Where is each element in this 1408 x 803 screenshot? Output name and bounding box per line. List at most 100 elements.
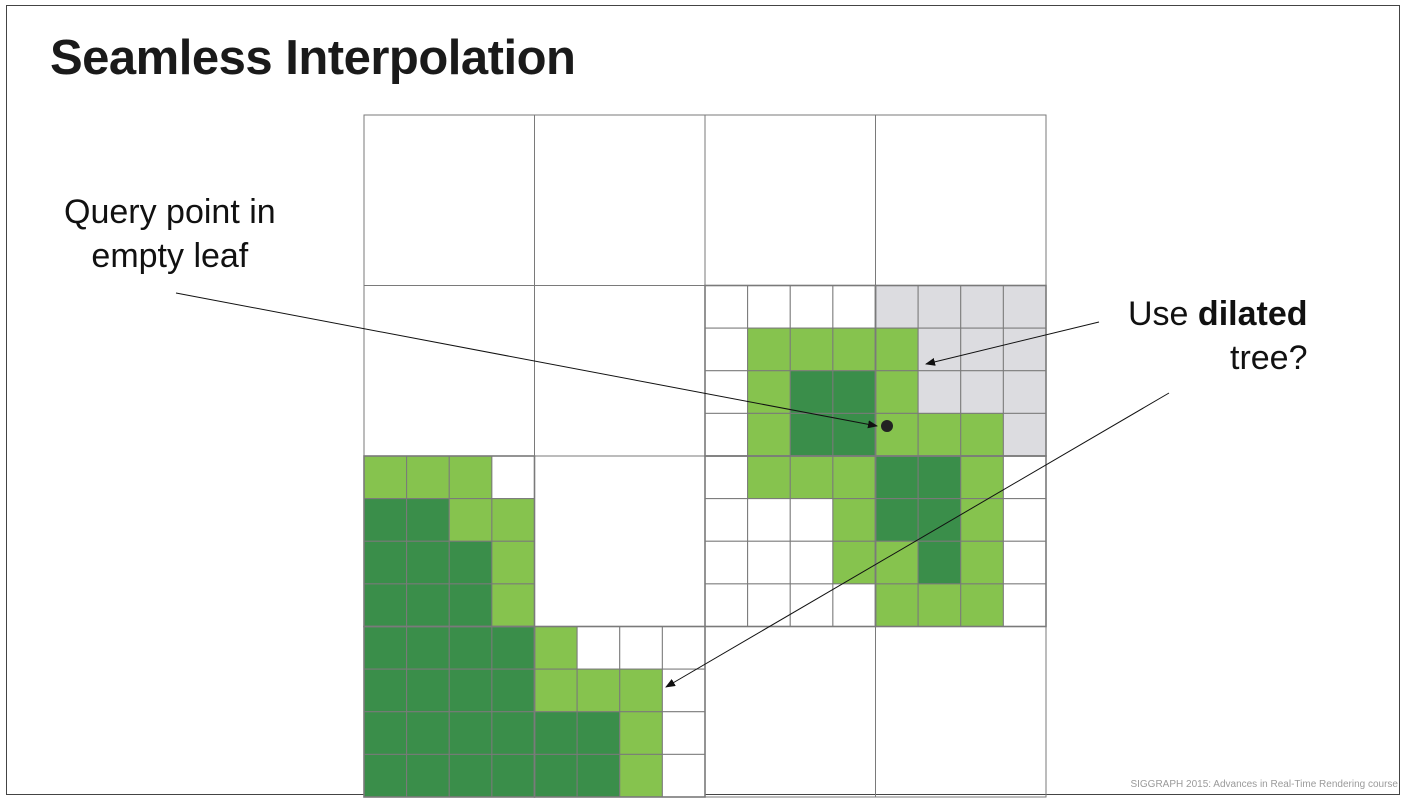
gray-dilated-leaf (1002, 285, 1047, 329)
dilated-annotation-line-1: Use dilated (1128, 292, 1308, 336)
empty-leaf (704, 412, 749, 457)
gray-dilated-leaf (1002, 370, 1047, 414)
dark-green-leaf (363, 753, 408, 798)
dark-green-leaf (917, 540, 962, 585)
dark-green-leaf (448, 540, 493, 585)
light-green-leaf (534, 626, 578, 670)
dark-green-leaf (406, 498, 450, 542)
dark-green-leaf (534, 753, 578, 798)
empty-leaf (789, 583, 834, 627)
dark-green-leaf (363, 583, 408, 627)
empty-leaf (661, 668, 706, 713)
light-green-leaf (448, 455, 493, 500)
light-green-leaf (747, 412, 791, 457)
empty-leaf (789, 285, 834, 329)
light-green-leaf (875, 327, 919, 372)
dark-green-leaf (406, 668, 450, 713)
dark-green-leaf (406, 753, 450, 798)
subdivided-block-outline (533, 625, 706, 798)
light-green-leaf (619, 668, 663, 713)
query-annotation-line-1: Query point in (64, 193, 276, 231)
dark-green-leaf (576, 711, 621, 755)
dark-green-leaf (832, 412, 876, 457)
dilated-tree-annotation: Use dilated tree? (1128, 292, 1308, 380)
light-green-leaf (917, 583, 962, 627)
empty-leaf (1002, 498, 1047, 542)
light-green-leaf (448, 498, 493, 542)
dark-green-leaf (448, 668, 493, 713)
light-green-leaf (960, 412, 1004, 457)
dark-green-leaf (875, 498, 919, 542)
dilated-prefix: Use (1128, 295, 1198, 333)
empty-leaf (704, 327, 749, 372)
gray-dilated-leaf (917, 285, 962, 329)
empty-leaf (789, 540, 834, 585)
dark-green-leaf (448, 583, 493, 627)
empty-leaf (661, 626, 706, 670)
dark-green-leaf (491, 753, 535, 798)
empty-leaf (491, 455, 535, 500)
light-green-leaf (491, 583, 535, 627)
dark-green-leaf (406, 626, 450, 670)
light-green-leaf (747, 370, 791, 414)
light-green-leaf (619, 753, 663, 798)
gray-dilated-leaf (960, 285, 1004, 329)
empty-leaf (619, 626, 663, 670)
light-green-leaf (875, 583, 919, 627)
coarse-cell (875, 626, 1047, 798)
light-green-leaf (747, 455, 791, 500)
light-green-leaf (960, 455, 1004, 500)
coarse-cell (704, 114, 876, 286)
dark-green-leaf (363, 668, 408, 713)
query-point-dot (881, 420, 893, 432)
empty-leaf (704, 498, 749, 542)
dark-green-leaf (448, 711, 493, 755)
dark-green-leaf (789, 370, 834, 414)
dark-green-leaf (917, 455, 962, 500)
slide-title: Seamless Interpolation (50, 31, 576, 85)
empty-leaf (747, 285, 791, 329)
dilated-pointer-line-gray (925, 321, 1100, 366)
leaf-cells (363, 285, 1047, 798)
light-green-leaf (960, 540, 1004, 585)
empty-leaf (1002, 540, 1047, 585)
gray-dilated-leaf (960, 370, 1004, 414)
empty-leaf (661, 753, 706, 798)
dark-green-leaf (406, 540, 450, 585)
dark-green-leaf (406, 583, 450, 627)
gray-dilated-leaf (1002, 327, 1047, 372)
query-pointer-line (175, 292, 878, 429)
light-green-leaf (363, 455, 408, 500)
empty-leaf (747, 498, 791, 542)
light-green-leaf (875, 370, 919, 414)
light-green-leaf (619, 711, 663, 755)
dark-green-leaf (576, 753, 621, 798)
dark-green-leaf (363, 540, 408, 585)
light-green-leaf (789, 327, 834, 372)
empty-leaf (704, 370, 749, 414)
empty-leaf (747, 540, 791, 585)
empty-leaf (704, 285, 749, 329)
slide-footer: SIGGRAPH 2015: Advances in Real-Time Ren… (1130, 779, 1398, 790)
empty-leaf (704, 540, 749, 585)
light-green-leaf (491, 498, 535, 542)
light-green-leaf (406, 455, 450, 500)
empty-leaf (704, 455, 749, 500)
gray-dilated-leaf (917, 327, 962, 372)
dark-green-leaf (789, 412, 834, 457)
empty-coarse-leaf (534, 455, 706, 627)
dark-green-leaf (534, 711, 578, 755)
dark-green-leaf (448, 626, 493, 670)
empty-leaf (661, 711, 706, 755)
empty-leaf (832, 583, 876, 627)
light-green-leaf (960, 583, 1004, 627)
gray-dilated-leaf (875, 285, 919, 329)
coarse-cell (363, 285, 535, 457)
dark-green-leaf (363, 626, 408, 670)
light-green-leaf (960, 498, 1004, 542)
light-green-leaf (491, 540, 535, 585)
dark-green-leaf (832, 370, 876, 414)
dilated-bold-word: dilated (1197, 295, 1308, 333)
query-annotation-line-2: empty leaf (91, 237, 249, 275)
